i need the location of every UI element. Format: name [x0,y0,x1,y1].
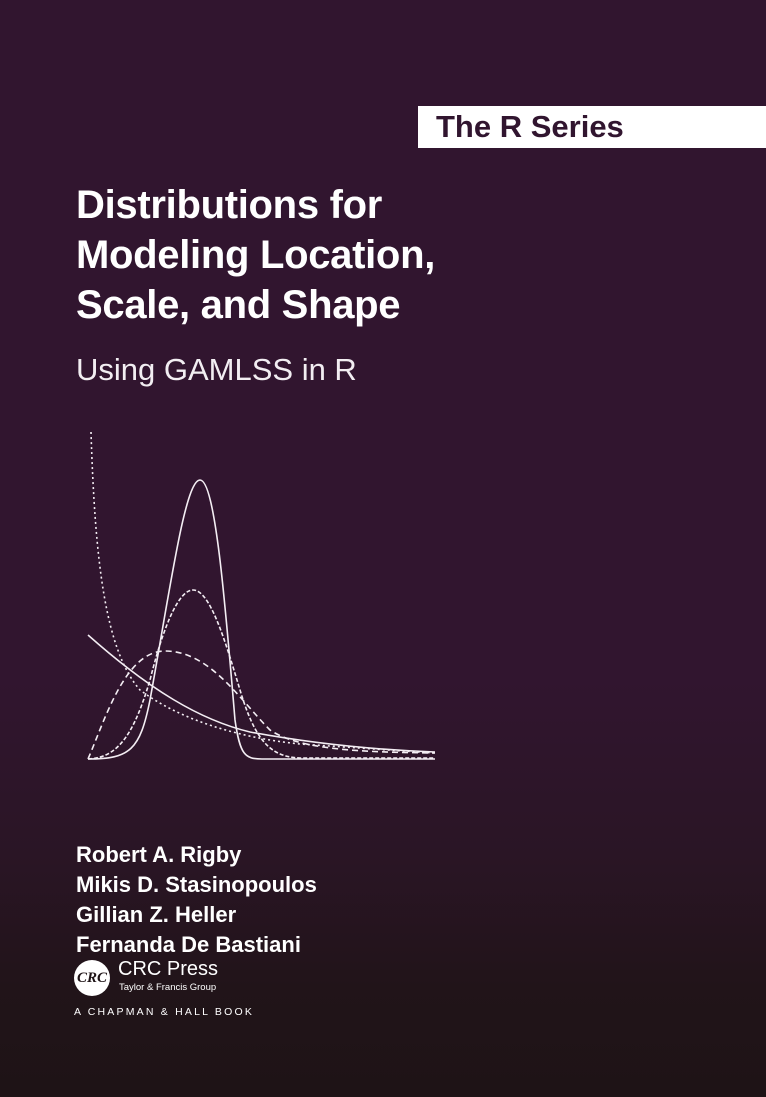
medium-peak-curve [87,589,435,760]
series-label: The R Series [436,109,624,144]
exponential-curve [87,634,436,753]
author: Robert A. Rigby [76,842,242,867]
author: Fernanda De Bastiani [76,932,301,957]
author: Gillian Z. Heller [76,902,237,927]
title-line: Modeling Location, [76,233,436,277]
tall-peak-curve [87,479,435,760]
steep-decay-curve [90,431,436,754]
author: Mikis D. Stasinopoulos [76,872,317,897]
book-subtitle: Using GAMLSS in R [76,352,357,387]
publisher-group: Taylor & Francis Group [119,982,217,993]
publisher-imprint: A CHAPMAN & HALL BOOK [74,1006,255,1018]
series-banner: The R Series [418,106,766,148]
broad-peak-curve [87,650,436,760]
crc-logo-icon: CRC [74,960,110,996]
author-list: Robert A. Rigby Mikis D. Stasinopoulos G… [76,840,317,960]
publisher-name: CRC Press [118,958,219,980]
title-line: Distributions for [76,183,382,227]
title-line: Scale, and Shape [76,283,401,327]
book-title: Distributions for Modeling Location, Sca… [76,180,435,330]
